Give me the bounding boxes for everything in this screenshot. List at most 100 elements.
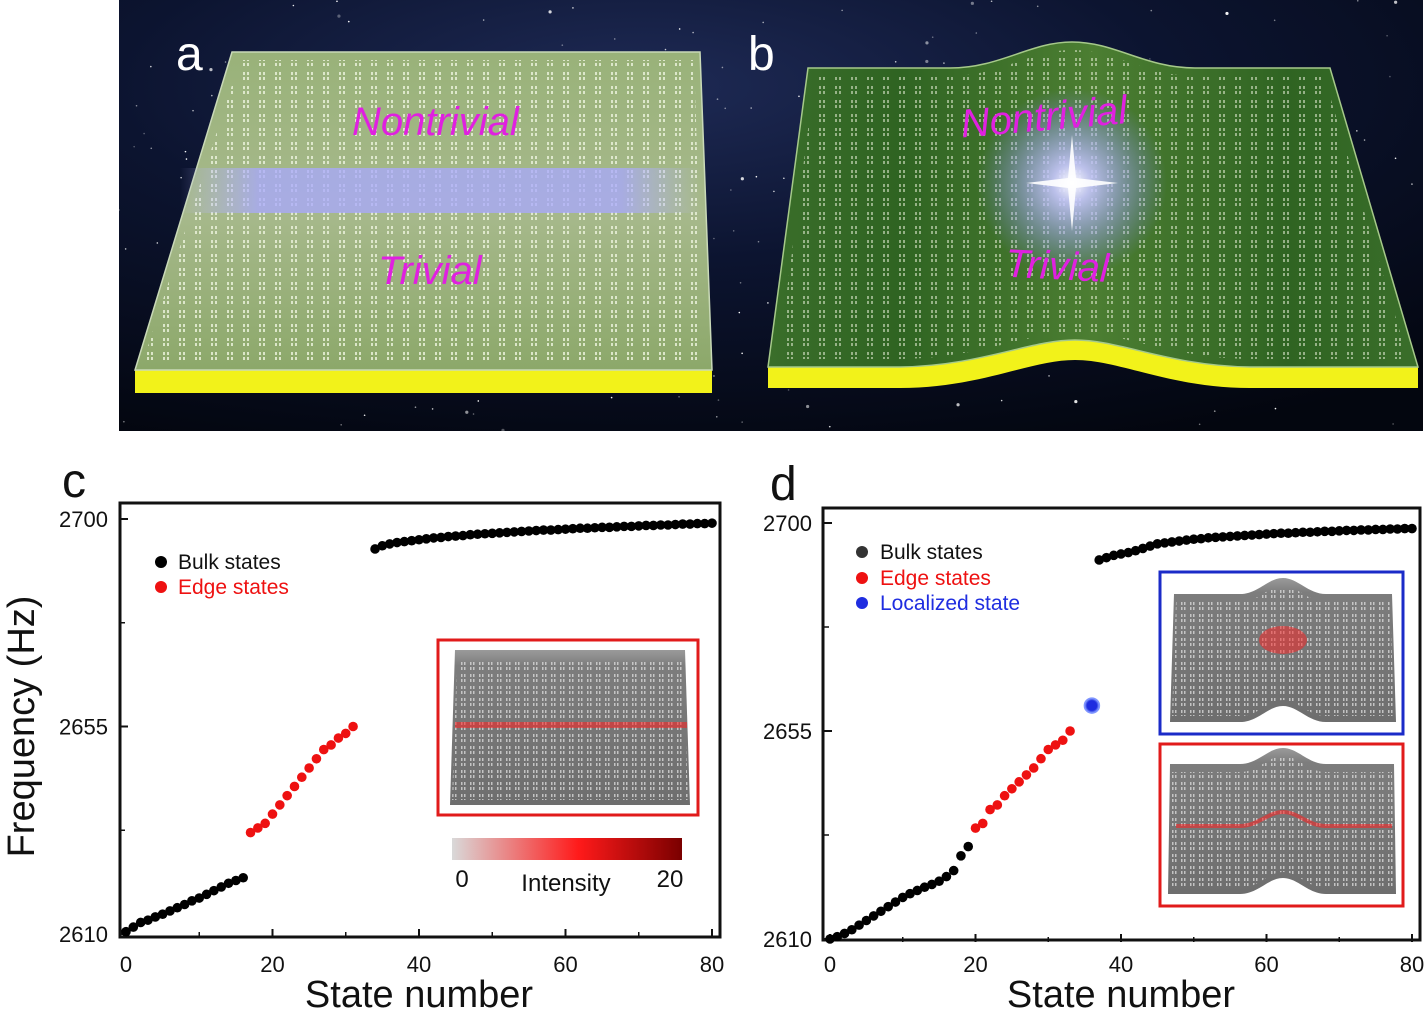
legend-label-bulk: Bulk states [178,551,281,574]
x-tick-label: 60 [1254,952,1278,977]
panel-a-letter: a [176,28,203,81]
legend-label-edge: Edge states [178,576,289,599]
star [482,19,485,21]
panel-c: c 0 20 40 60 80 2610 2655 2700 State number Frequ… [1,455,724,1011]
bulk-state-point [1349,525,1359,536]
bulk-state-point [1130,545,1141,556]
bulk-state-point [633,521,644,531]
edge-state-point [977,818,988,829]
panel-d-inset-edge-field [1158,742,1405,908]
star [133,145,135,148]
bulk-state-point [677,519,688,529]
edge-state-point [311,753,322,764]
star [561,44,564,46]
star [572,7,574,9]
star [150,147,153,150]
bulk-state-point [223,878,234,889]
bulk-state-point [458,530,468,541]
edge-state-point [245,827,256,838]
star [925,59,929,64]
edge-state-point [326,740,336,750]
bulk-state-point [1254,529,1265,540]
x-tick-label: 20 [963,952,987,977]
edge-state-point [985,804,995,815]
x-tick-label: 20 [260,952,284,977]
star [828,425,831,428]
bulk-state-point [524,526,534,536]
x-tick-label: 0 [120,952,132,977]
edge-state-point [1043,744,1054,755]
panel-b-trivial-label: Trivial [1004,242,1111,291]
panel-c-inset-edge-field [436,638,700,817]
bulk-state-point [1218,532,1228,542]
star [678,395,680,398]
bulk-state-point [216,882,227,892]
colorbar-max-label: 20 [657,866,684,893]
edge-state-point [297,772,307,783]
x-axis-title: State number [1007,974,1235,1011]
bulk-state-point [597,522,607,533]
bulk-state-point [1356,525,1366,535]
star [755,175,758,178]
bulk-state-point [948,865,959,876]
bulk-state-point [890,897,901,907]
star [211,94,213,97]
edge-state-point [267,809,278,819]
bulk-state-point [1181,535,1192,545]
bulk-state-point [919,882,930,893]
star [1274,407,1277,410]
bulk-state-point [1305,527,1315,538]
star [192,109,194,112]
star [732,230,735,232]
star [750,107,752,109]
bulk-state-point [472,529,483,540]
edge-state-point [1065,726,1075,736]
legend-label-localized: Localized state [880,592,1020,615]
bulk-state-point [494,528,505,538]
legend-label-bulk: Bulk states [880,541,983,564]
edge-state-point [1007,783,1017,794]
inset-c-edge-hotspots [455,722,687,728]
star [340,424,342,426]
panel-c-legend: Bulk states Edge states [155,551,289,599]
star [336,0,338,3]
inset-c-holes [452,660,688,800]
panel-d-legend: Bulk states Edge states Localized state [856,541,1020,615]
bulk-state-point [648,520,659,531]
star [135,104,138,107]
bulk-state-point [1108,550,1119,561]
bulk-state-point [1152,539,1163,549]
bulk-state-point [575,523,585,534]
bulk-state-point [1392,524,1403,534]
legend-marker-localized [856,597,868,609]
edge-state-point [1058,735,1068,746]
bulk-state-point [1094,555,1104,565]
bulk-state-point [502,527,512,538]
bulk-state-point [1261,529,1272,539]
bulk-state-point [201,889,212,900]
bulk-state-point [692,518,703,529]
bulk-state-point [847,924,857,935]
bulk-state-point [1116,549,1126,559]
bulk-state-point [406,535,417,546]
panel-d-plot-area: 0 20 40 60 80 2610 2655 2700 State number [763,511,1424,1011]
y-tick-label: 2655 [59,715,108,740]
panel-b-substrate [768,340,1418,388]
bulk-state-point [825,934,835,944]
star [143,132,145,135]
star [738,311,741,314]
bulk-state-point [1196,533,1206,544]
star [124,248,127,250]
star [956,403,960,407]
legend-marker-bulk [856,546,868,558]
bulk-state-point [128,922,139,932]
panel-a-plate [133,51,713,393]
star [610,396,613,399]
panel-b-letter: b [748,28,775,81]
star [798,95,800,98]
edge-state-point [1014,777,1024,787]
star [292,4,295,7]
bulk-state-point [1232,531,1243,541]
star [1000,399,1003,402]
bulk-state-point [1363,525,1374,535]
